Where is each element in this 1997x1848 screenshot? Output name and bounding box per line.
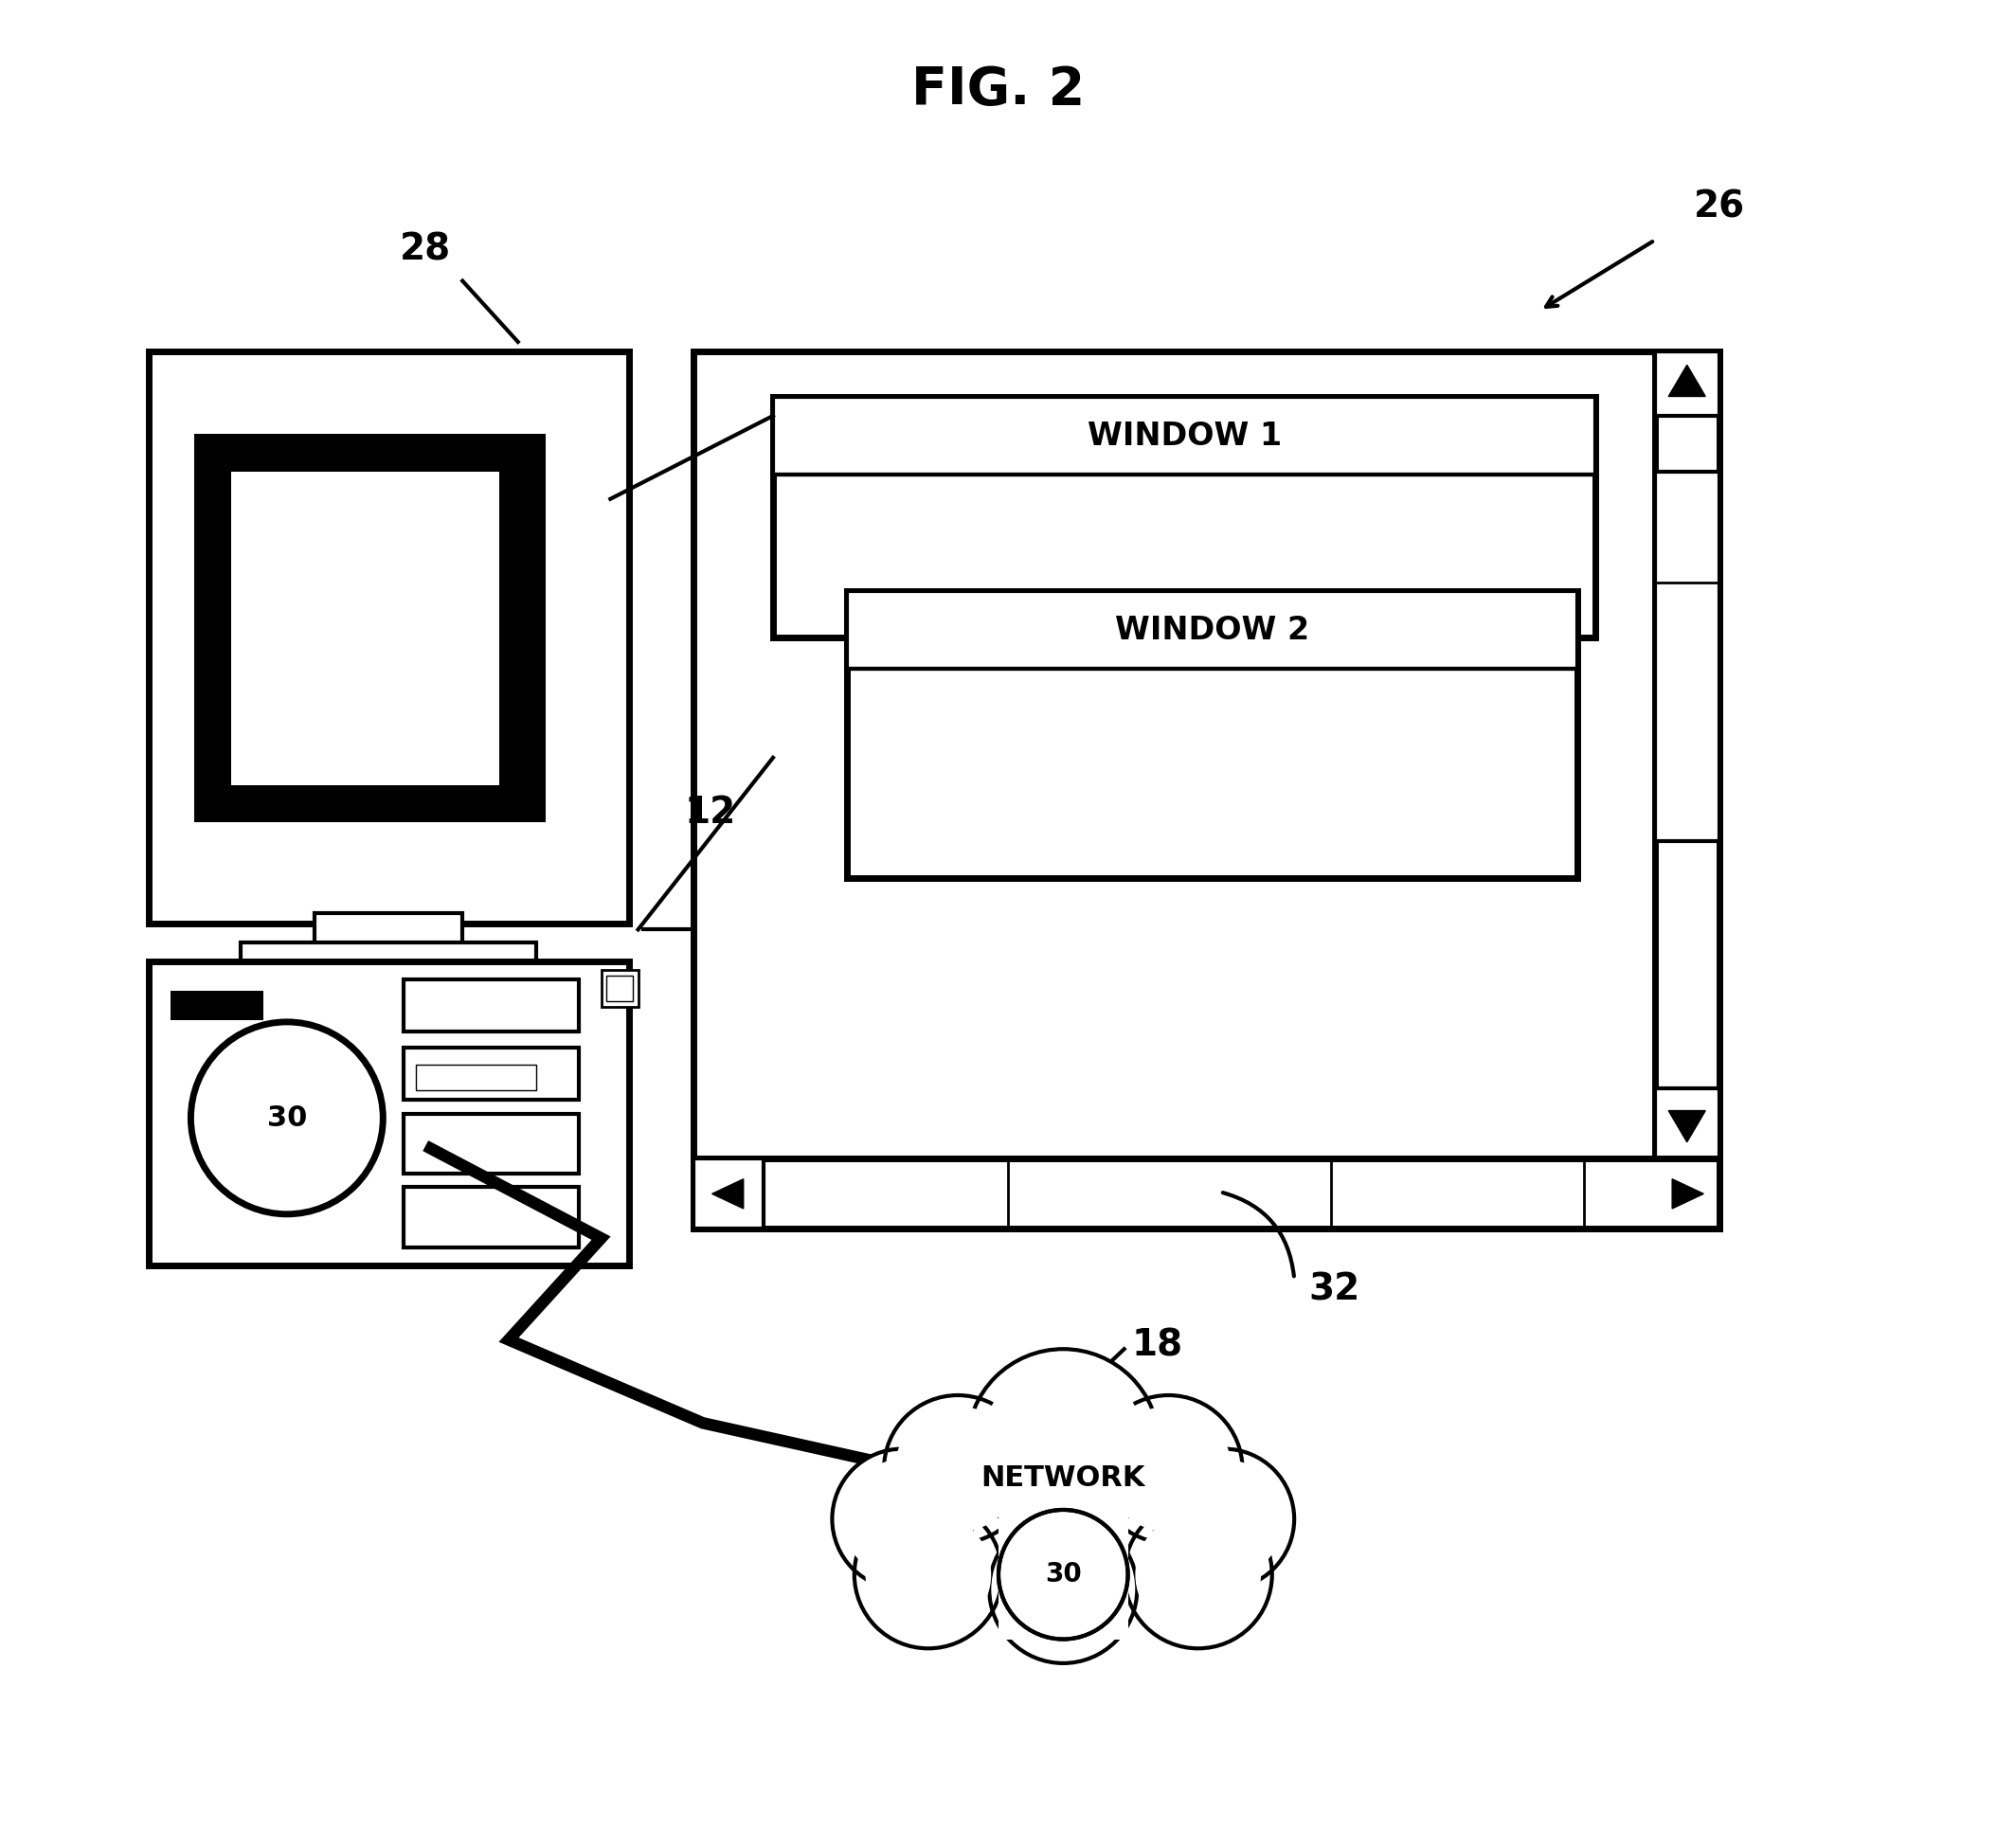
Bar	[403, 1114, 579, 1173]
Text: 18: 18	[1132, 1327, 1182, 1364]
Bar	[1656, 351, 1719, 1229]
Polygon shape	[713, 1179, 743, 1209]
Bar	[998, 1510, 1128, 1639]
Bar	[1656, 1088, 1719, 1159]
Bar	[242, 942, 537, 976]
Circle shape	[865, 1512, 991, 1637]
Circle shape	[989, 1515, 1136, 1663]
Circle shape	[1000, 1526, 1126, 1652]
Bar	[693, 351, 1719, 1229]
Polygon shape	[1669, 364, 1705, 397]
Polygon shape	[1669, 1111, 1705, 1142]
Bar	[403, 1186, 579, 1247]
Bar	[415, 1064, 537, 1090]
Text: 26: 26	[1693, 188, 1745, 225]
Text: WINDOW 1: WINDOW 1	[1086, 421, 1282, 451]
Bar	[232, 471, 499, 785]
Bar	[1656, 1159, 1719, 1229]
Bar	[1656, 471, 1719, 841]
Bar	[1656, 351, 1719, 416]
Text: 12: 12	[685, 795, 737, 832]
Bar	[773, 397, 1596, 638]
Circle shape	[855, 1501, 1002, 1648]
Polygon shape	[1671, 1179, 1703, 1209]
Text: 32: 32	[1308, 1271, 1360, 1308]
Bar	[415, 1064, 537, 1090]
Bar	[148, 961, 629, 1266]
Bar	[316, 913, 463, 946]
Bar	[607, 976, 633, 1002]
Bar	[194, 434, 545, 822]
Circle shape	[981, 1364, 1144, 1526]
Circle shape	[1164, 1460, 1284, 1578]
Text: FIG. 2: FIG. 2	[913, 65, 1084, 116]
Circle shape	[1124, 1501, 1272, 1648]
Bar	[403, 1048, 579, 1100]
Circle shape	[1094, 1395, 1242, 1543]
Text: 30: 30	[268, 1105, 308, 1131]
Circle shape	[1154, 1449, 1294, 1589]
Bar	[601, 970, 639, 1007]
Circle shape	[967, 1349, 1160, 1541]
Bar	[403, 979, 579, 1031]
Text: 28: 28	[399, 233, 451, 268]
Text: 30: 30	[1044, 1562, 1082, 1587]
Circle shape	[895, 1406, 1020, 1532]
Bar	[847, 591, 1578, 878]
Bar	[847, 591, 1578, 669]
Circle shape	[885, 1395, 1032, 1543]
Bar	[170, 991, 264, 1020]
Bar	[693, 1159, 763, 1229]
Bar	[148, 351, 629, 924]
Circle shape	[843, 1460, 963, 1578]
Circle shape	[1134, 1512, 1260, 1637]
Circle shape	[833, 1449, 973, 1589]
Text: WINDOW 2: WINDOW 2	[1114, 615, 1310, 645]
Bar	[693, 1159, 1719, 1229]
Bar	[773, 397, 1596, 475]
Text: NETWORK: NETWORK	[981, 1465, 1146, 1491]
Circle shape	[1106, 1406, 1232, 1532]
